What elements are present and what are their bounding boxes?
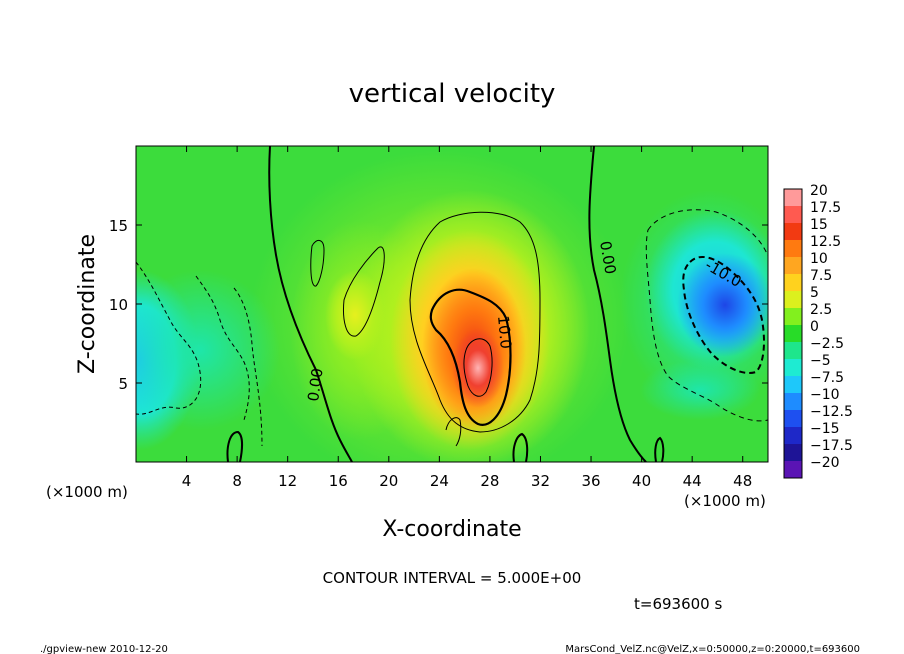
x-tick-label: 12 bbox=[278, 472, 297, 490]
x-unit-label-right: (×1000 m) bbox=[684, 492, 766, 510]
contour-label-zero-east: 0.00 bbox=[596, 240, 620, 276]
x-tick-label: 40 bbox=[632, 472, 651, 490]
colorbar-label: −7.5 bbox=[810, 370, 844, 386]
colorbar-swatch bbox=[784, 444, 802, 461]
contour-ten bbox=[429, 288, 512, 426]
contour-low-2 bbox=[445, 417, 462, 447]
footer-left: ./gpview-new 2010-12-20 bbox=[40, 644, 168, 654]
contour-five bbox=[409, 211, 541, 433]
colorbar-swatch bbox=[784, 461, 802, 478]
contour-zero-west bbox=[268, 146, 353, 462]
colorbar-label: 2.5 bbox=[810, 302, 832, 318]
chart-title: vertical velocity bbox=[349, 79, 556, 109]
colorbar-frame bbox=[783, 188, 803, 479]
colorbar-swatch bbox=[784, 376, 802, 393]
colorbar-swatch bbox=[784, 274, 802, 291]
colorbar-swatch bbox=[784, 359, 802, 376]
contour-minus-five-west-3 bbox=[233, 287, 263, 447]
contour-minus-five-west bbox=[136, 261, 202, 415]
colorbar-swatch bbox=[784, 325, 802, 342]
contour-fifteen bbox=[463, 338, 493, 397]
contour-low-4 bbox=[654, 436, 665, 462]
contour-minus-ten bbox=[682, 255, 765, 374]
colorbar-swatch bbox=[784, 410, 802, 427]
contour-minus-five-west-2 bbox=[195, 275, 250, 421]
x-tick-label: 32 bbox=[531, 472, 550, 490]
colorbar-swatch bbox=[784, 189, 802, 206]
x-tick-label: 4 bbox=[182, 472, 192, 490]
colorbar-swatch bbox=[784, 291, 802, 308]
colorbar-label: −2.5 bbox=[810, 336, 844, 352]
colorbar-swatch bbox=[784, 240, 802, 257]
x-axis-title: X-coordinate bbox=[382, 517, 521, 542]
contour-minus-five-east bbox=[645, 209, 768, 422]
colorbar-label: 7.5 bbox=[810, 268, 832, 284]
contour-zero-east bbox=[588, 146, 647, 462]
colorbar-label: −20 bbox=[810, 455, 840, 471]
colorbar-label: 12.5 bbox=[810, 234, 841, 250]
contour-low-3 bbox=[512, 432, 529, 462]
footer-right: MarsCond_VelZ.nc@VelZ,x=0:50000,z=0:2000… bbox=[565, 644, 860, 654]
contour-interval-text: CONTOUR INTERVAL = 5.000E+00 bbox=[323, 569, 582, 587]
colorbar-label: 15 bbox=[810, 217, 828, 233]
y-axis: 5 10 15 bbox=[109, 217, 768, 393]
colorbar-label: 20 bbox=[810, 183, 828, 199]
colorbar-label: −10 bbox=[810, 387, 840, 403]
colorbar-label: −5 bbox=[810, 353, 831, 369]
colorbar-label: 0 bbox=[810, 319, 819, 335]
x-tick-label: 20 bbox=[379, 472, 398, 490]
colorbar-label: −15 bbox=[810, 421, 840, 437]
x-unit-label-left: (×1000 m) bbox=[46, 483, 128, 501]
time-text: t=693600 s bbox=[634, 595, 722, 613]
colorbar-label: 10 bbox=[810, 251, 828, 267]
plot-area bbox=[136, 146, 768, 462]
colorbar-swatch bbox=[784, 223, 802, 240]
colorbar-label: −17.5 bbox=[810, 438, 853, 454]
colorbar-swatch bbox=[784, 427, 802, 444]
contour-small-lobe bbox=[310, 240, 325, 287]
colorbar-swatch bbox=[784, 342, 802, 359]
x-tick-label: 48 bbox=[733, 472, 752, 490]
x-axis: 4 8 12 16 20 24 28 32 36 40 44 48 bbox=[182, 146, 752, 490]
x-tick-label: 36 bbox=[581, 472, 600, 490]
colorbar-swatch bbox=[784, 257, 802, 274]
contour-label-ten: 10.0 bbox=[494, 315, 515, 350]
colorbar-swatch bbox=[784, 308, 802, 325]
colorbar-swatch bbox=[784, 393, 802, 410]
colorbar-label: 17.5 bbox=[810, 200, 841, 216]
contour-label-zero-west: 0.00 bbox=[304, 367, 326, 403]
x-tick-label: 8 bbox=[232, 472, 242, 490]
y-tick-label: 5 bbox=[118, 375, 128, 393]
colorbar: 2017.51512.5107.552.50−2.5−5−7.5−10−12.5… bbox=[783, 183, 853, 479]
contour-west-lobe bbox=[343, 246, 385, 337]
contour-low-1 bbox=[226, 430, 243, 462]
x-tick-label: 28 bbox=[480, 472, 499, 490]
colorbar-label: 5 bbox=[810, 285, 819, 301]
y-tick-label: 10 bbox=[109, 296, 128, 314]
y-tick-label: 15 bbox=[109, 217, 128, 235]
x-tick-label: 16 bbox=[329, 472, 348, 490]
x-tick-label: 44 bbox=[683, 472, 702, 490]
colorbar-label: −12.5 bbox=[810, 404, 853, 420]
y-axis-title: Z-coordinate bbox=[75, 234, 100, 374]
colorbar-swatch bbox=[784, 206, 802, 223]
x-tick-label: 24 bbox=[430, 472, 449, 490]
